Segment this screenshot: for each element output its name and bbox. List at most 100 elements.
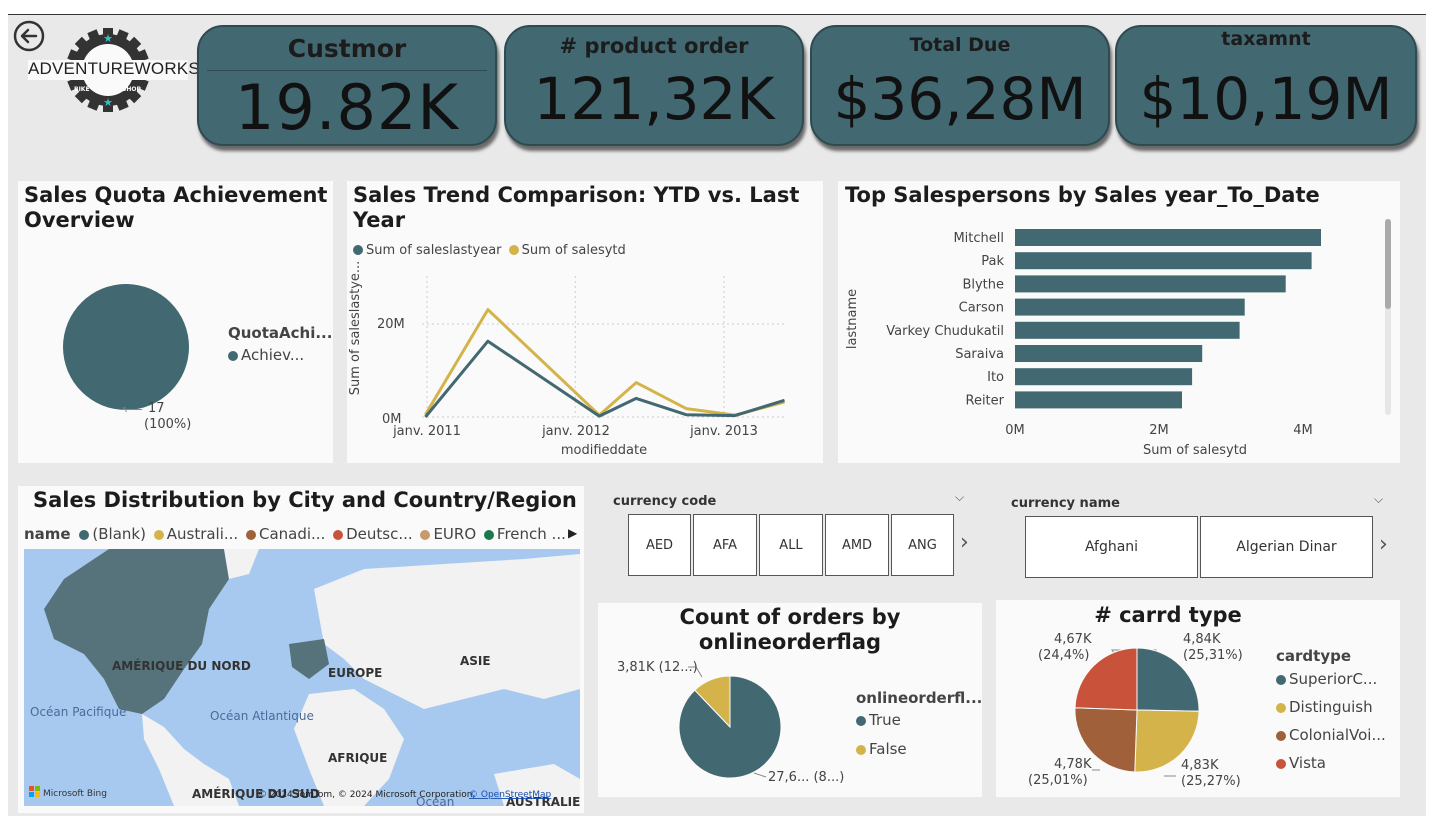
map-card[interactable]: Sales Distribution by City and Country/R… [18,486,584,813]
trend-ylabel: Sum of saleslastye... [348,261,363,396]
currency-code-option[interactable]: AED [628,514,691,576]
trend-xtick-2012: janv. 2012 [541,424,610,439]
map-legend-item: (Blank) [92,525,146,543]
trend-card[interactable]: Sales Trend Comparison: YTD vs. Last Yea… [347,181,823,463]
salespersons-card[interactable]: Top Salespersons by Sales year_To_Date M… [838,181,1400,463]
svg-text:★: ★ [103,32,113,45]
quota-legend-label: Achiev... [241,346,305,364]
card-legend-item[interactable]: ColonialVoi... [1276,726,1386,744]
card-label-superior-value: 4,84K [1183,632,1221,647]
orders-card[interactable]: Count of orders by onlineorderflag 3,81K… [598,603,982,797]
kpi-value: $36,28M [833,65,1087,133]
gear-logo-icon: ★ ★ [66,28,150,112]
map-osm-link: © OpenStreetMap [469,790,552,800]
currency-code-option[interactable]: AMD [825,514,889,576]
pie-slice-distinguish [1134,709,1200,773]
map-label-north-america: AMÉRIQUE DU NORD [112,658,251,673]
trend-legend: Sum of saleslastyear Sum of salesytd [353,243,626,258]
currency-code-option[interactable]: ALL [759,514,823,576]
map-bing-label: Microsoft Bing [43,789,107,799]
orders-label-false: 3,81K (12...) [617,660,698,675]
map-legend-item: Canadi... [258,525,326,543]
kpi-label: # product order [559,34,749,58]
quota-card[interactable]: Sales Quota Achievement Overview 17 (100… [18,181,333,463]
orders-legend-item-false[interactable]: False [856,740,907,758]
map-view[interactable]: AMÉRIQUE DU NORD EUROPE ASIE AFRIQUE Océ… [24,549,580,806]
currency-name-next-icon[interactable]: › [1379,532,1388,557]
card-legend-item[interactable]: Vista [1276,754,1326,772]
map-label-europe: EUROPE [328,666,382,680]
adventureworks-logo: ★ ★ ADVENTUREWORKS BIKE SHOP [28,24,200,116]
legend-swatch [245,530,256,540]
card-legend-item[interactable]: Distinguish [1276,698,1373,716]
card-legend-title: cardtype [1276,647,1352,665]
kpi-card-total-due: Total Due $36,28M [810,25,1110,146]
salesperson-bar [1015,368,1193,386]
greenland-shape [224,549,259,579]
card-legend-label: Vista [1289,754,1326,772]
salesperson-bar [1015,275,1286,293]
currency-code-label: currency code [613,494,717,509]
orders-label-true: 27,6... (8...) [768,770,845,785]
salesperson-name: Mitchell [953,231,1004,246]
map-attribution: © 2024 TomTom, © 2024 Microsoft Corporat… [258,790,475,800]
salespersons-scrollbar-track[interactable] [1385,219,1391,415]
bing-logo-red [29,786,34,791]
trend-xtick-2011: janv. 2011 [392,424,461,439]
salesperson-bar [1015,229,1321,246]
card-label-distinguish-value: 4,83K [1181,758,1219,773]
salesperson-name: Saraiva [955,347,1004,362]
currency-code-dropdown-icon[interactable]: ⌵ [955,490,965,504]
sp-xtick-4m: 4M [1293,423,1313,438]
pie-slice-achieved [63,284,189,410]
orders-legend-item-true[interactable]: True [856,711,901,729]
card-legend-item[interactable]: SuperiorC... [1276,670,1377,688]
bing-logo-blue [29,792,34,797]
kpi-value: 19.82K [234,71,460,144]
currency-code-option[interactable]: ANG [891,514,954,576]
salesperson-bar [1015,321,1240,339]
currency-code-next-icon[interactable]: › [960,530,969,555]
map-label-atlantic: Océan Atlantique [210,709,314,723]
back-arrow-icon[interactable] [13,20,47,54]
trend-ytick-20m: 20M [377,317,405,332]
currency-name-option[interactable]: Afghani [1025,516,1198,578]
legend-swatch [508,245,519,255]
currency-code-option[interactable]: AFA [693,514,757,576]
logo-shop-text: SHOP [122,86,141,93]
quota-legend-item[interactable]: Achiev... [228,346,304,364]
pie-slice-vista [1074,647,1138,711]
trend-legend-ytd: Sum of salesytd [521,243,626,258]
card-label-superior-pct: (25,31%) [1183,648,1243,663]
card-label-colonial-value: 4,78K [1054,757,1092,772]
quota-pie-chart [63,284,189,412]
card-label-colonial-pct: (25,01%) [1028,773,1088,788]
currency-name-dropdown-icon[interactable]: ⌵ [1374,492,1384,506]
legend-swatch [1276,731,1286,741]
card-type-card[interactable]: # carrd type 4,84K (25,31%) 4,83K (25,27… [996,600,1400,797]
orders-legend-title: onlineorderfl... [856,689,983,707]
trend-xtick-2013: janv. 2013 [689,424,758,439]
map-legend-next-icon[interactable]: ▶ [568,526,578,540]
salesperson-bar [1015,252,1312,270]
kpi-label: taxamnt [1221,28,1311,50]
kpi-divider [207,70,487,71]
logo-brand-text: ADVENTUREWORKS [28,59,200,78]
quota-title: Sales Quota Achievement Overview [24,183,328,232]
kpi-value: 121,32K [533,65,775,133]
logo-band [28,60,188,80]
card-label-vista-pct: (24,4%) [1038,648,1090,663]
salespersons-bars: Mitchell Pak Blythe Carson Varkey Chudukatil… [886,229,1321,409]
currency-name-option[interactable]: Algerian Dinar [1200,516,1373,578]
bing-logo-green [35,786,40,791]
card-label-distinguish-pct: (25,27%) [1181,774,1241,789]
card-legend-label: ColonialVoi... [1289,726,1386,744]
legend-swatch [1276,703,1286,713]
legend-swatch [333,530,344,540]
kpi-card-product-orders: # product order 121,32K [504,25,804,146]
map-label-asia: ASIE [460,654,491,668]
kpi-card-customers: Custmor 19.82K [197,25,497,146]
salespersons-scrollbar-thumb[interactable] [1385,219,1391,309]
trend-line-chart: Sum of saleslastye... 20M 0M janv. 2011 … [348,261,787,458]
world-map: AMÉRIQUE DU NORD EUROPE ASIE AFRIQUE Océ… [29,549,580,806]
